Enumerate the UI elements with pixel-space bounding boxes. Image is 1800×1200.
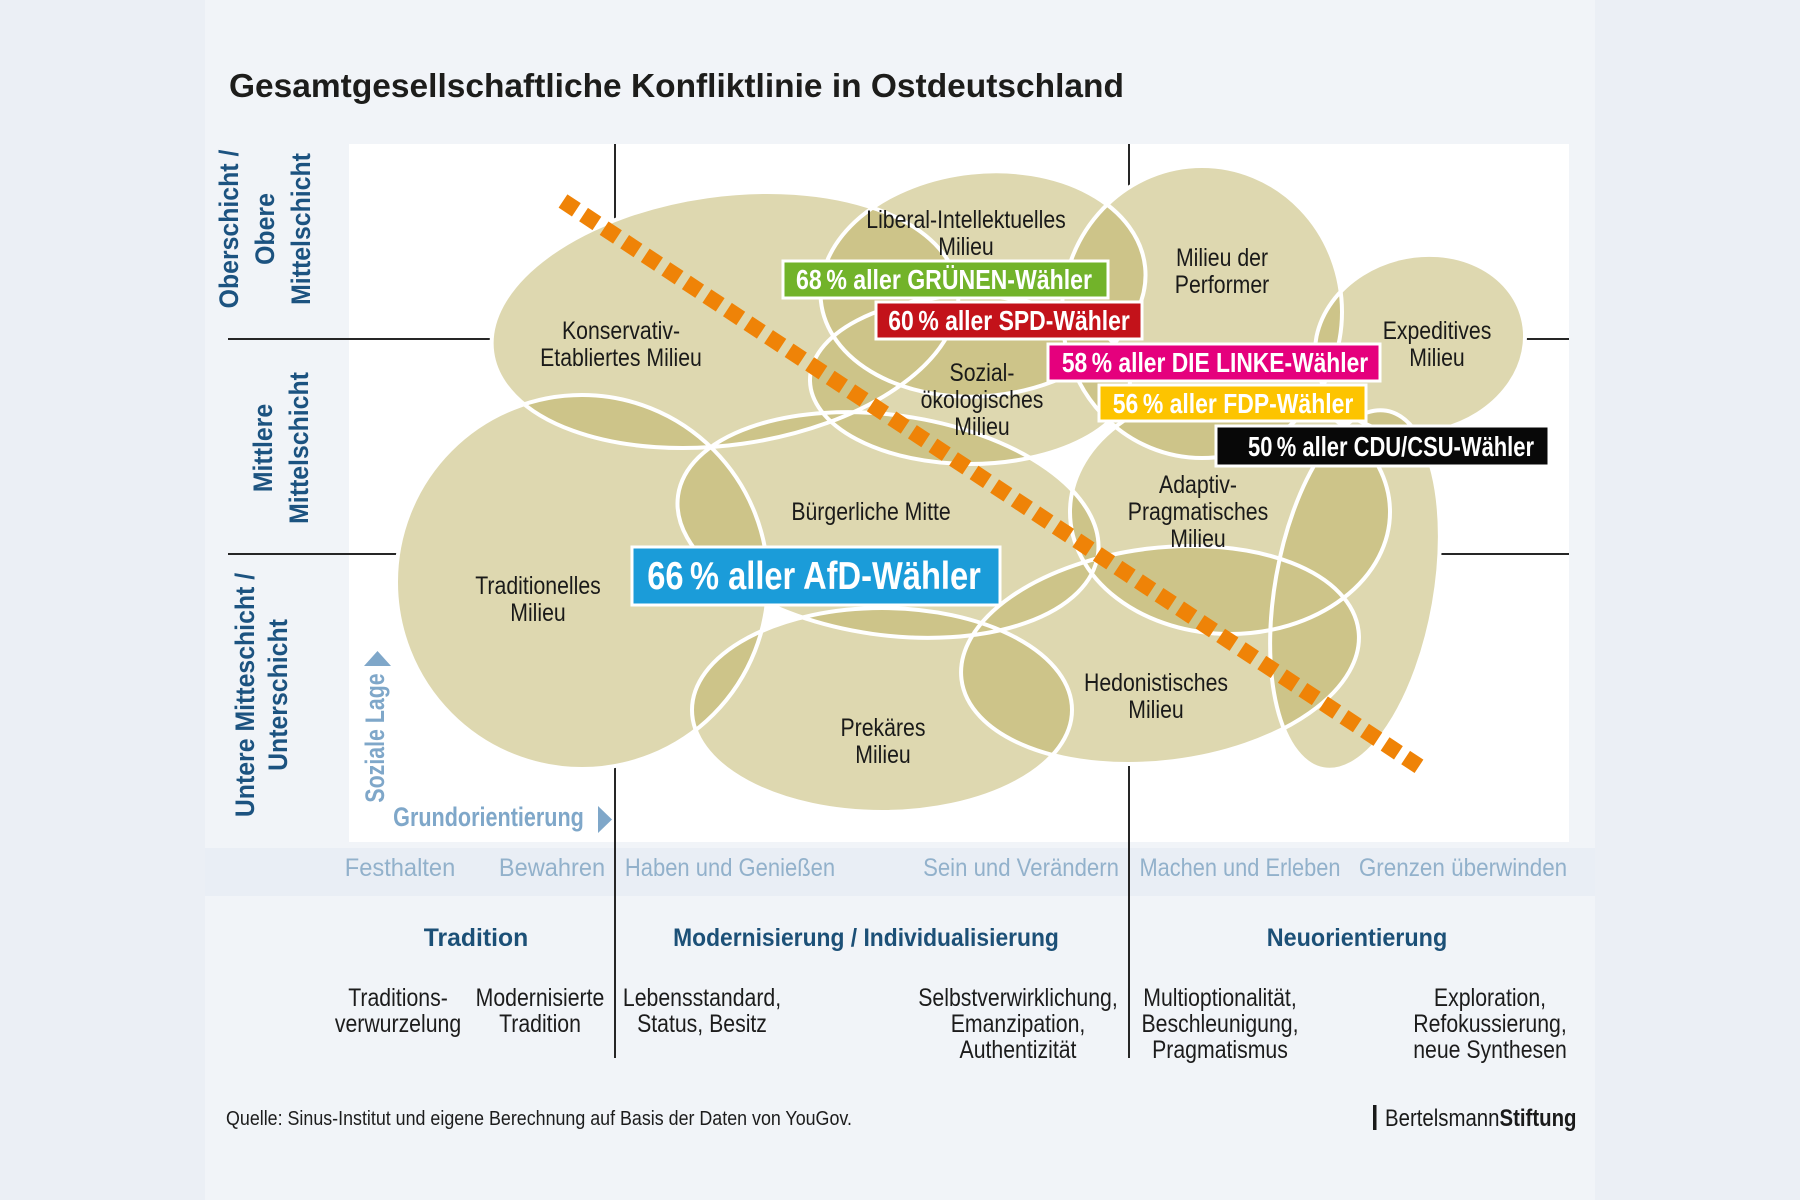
svg-text:Refokussierung,: Refokussierung,: [1413, 1009, 1566, 1037]
svg-text:Status, Besitz: Status, Besitz: [637, 1009, 767, 1037]
svg-text:Milieu der: Milieu der: [1176, 243, 1268, 271]
svg-text:Performer: Performer: [1175, 270, 1270, 298]
svg-text:Bewahren: Bewahren: [499, 854, 605, 882]
svg-text:Neuorientierung: Neuorientierung: [1267, 924, 1447, 952]
svg-text:Tradition: Tradition: [424, 924, 528, 952]
svg-text:Mittlere: Mittlere: [249, 404, 278, 492]
svg-text:Grundorientierung: Grundorientierung: [393, 803, 584, 833]
svg-text:Adaptiv-: Adaptiv-: [1159, 470, 1237, 498]
svg-text:Selbstverwirklichung,: Selbstverwirklichung,: [918, 983, 1117, 1011]
svg-text:56 % aller FDP-Wähler: 56 % aller FDP-Wähler: [1113, 389, 1354, 420]
svg-text:Mittelschicht: Mittelschicht: [285, 372, 314, 524]
svg-text:BertelsmannStiftung: BertelsmannStiftung: [1385, 1104, 1577, 1131]
svg-text:Sozial-: Sozial-: [950, 358, 1015, 386]
svg-text:Authentizität: Authentizität: [960, 1035, 1077, 1063]
svg-text:Milieu: Milieu: [1128, 695, 1183, 723]
svg-text:Konservativ-: Konservativ-: [562, 316, 680, 344]
svg-text:Emanzipation,: Emanzipation,: [951, 1009, 1086, 1037]
svg-text:Soziale Lage: Soziale Lage: [361, 673, 391, 802]
svg-text:Multioptionalität,: Multioptionalität,: [1143, 983, 1296, 1011]
svg-text:Modernisierung / Individualisi: Modernisierung / Individualisierung: [673, 924, 1059, 952]
svg-text:Hedonistisches: Hedonistisches: [1084, 668, 1228, 696]
svg-text:Pragmatisches: Pragmatisches: [1128, 497, 1268, 525]
svg-text:neue Synthesen: neue Synthesen: [1413, 1035, 1567, 1063]
svg-text:Milieu: Milieu: [855, 740, 910, 768]
svg-text:Modernisierte: Modernisierte: [476, 983, 605, 1011]
svg-text:Prekäres: Prekäres: [841, 713, 926, 741]
svg-text:Untere Mitteschicht /: Untere Mitteschicht /: [231, 573, 260, 817]
svg-text:60 % aller SPD-Wähler: 60 % aller SPD-Wähler: [888, 306, 1130, 337]
svg-text:Grenzen überwinden: Grenzen überwinden: [1359, 854, 1567, 882]
svg-text:Milieu: Milieu: [1170, 524, 1225, 552]
svg-text:Traditionelles: Traditionelles: [475, 571, 601, 599]
svg-text:Obere: Obere: [251, 193, 280, 265]
svg-text:Traditions-: Traditions-: [348, 983, 448, 1011]
svg-text:Festhalten: Festhalten: [345, 854, 455, 882]
svg-text:ökologisches: ökologisches: [921, 385, 1044, 413]
svg-text:50 % aller CDU/CSU-Wähler: 50 % aller CDU/CSU-Wähler: [1248, 432, 1534, 463]
svg-text:Haben und Genießen: Haben und Genießen: [625, 854, 835, 882]
svg-text:Tradition: Tradition: [499, 1009, 581, 1037]
svg-text:Milieu: Milieu: [938, 232, 993, 260]
svg-text:Exploration,: Exploration,: [1434, 983, 1546, 1011]
svg-text:Oberschicht /: Oberschicht /: [215, 150, 244, 309]
svg-text:Milieu: Milieu: [510, 598, 565, 626]
svg-text:Mittelschicht: Mittelschicht: [287, 153, 316, 305]
svg-text:Quelle: Sinus-Institut und eig: Quelle: Sinus-Institut und eigene Berech…: [226, 1108, 852, 1130]
svg-text:Milieu: Milieu: [1409, 343, 1464, 371]
svg-text:Expeditives: Expeditives: [1383, 316, 1492, 344]
svg-text:Pragmatismus: Pragmatismus: [1152, 1035, 1288, 1063]
svg-text:Sein und Verändern: Sein und Verändern: [923, 855, 1119, 883]
svg-text:Machen und Erleben: Machen und Erleben: [1139, 854, 1340, 882]
svg-text:Beschleunigung,: Beschleunigung,: [1141, 1009, 1298, 1037]
svg-text:Milieu: Milieu: [954, 412, 1009, 440]
svg-text:68 % aller GRÜNEN-Wähler: 68 % aller GRÜNEN-Wähler: [796, 264, 1092, 296]
svg-text:Liberal-Intellektuelles: Liberal-Intellektuelles: [866, 205, 1066, 233]
svg-text:Etabliertes Milieu: Etabliertes Milieu: [540, 343, 702, 371]
svg-text:verwurzelung: verwurzelung: [335, 1009, 461, 1037]
svg-text:Gesamtgesellschaftliche Konfli: Gesamtgesellschaftliche Konfliktlinie in…: [229, 68, 1124, 105]
svg-text:Bürgerliche Mitte: Bürgerliche Mitte: [791, 497, 950, 525]
svg-text:Lebensstandard,: Lebensstandard,: [623, 983, 781, 1011]
svg-text:66 % aller AfD-Wähler: 66 % aller AfD-Wähler: [647, 553, 981, 597]
svg-text:Unterschicht: Unterschicht: [264, 619, 293, 771]
svg-text:58 % aller DIE LINKE-Wähler: 58 % aller DIE LINKE-Wähler: [1062, 348, 1368, 379]
